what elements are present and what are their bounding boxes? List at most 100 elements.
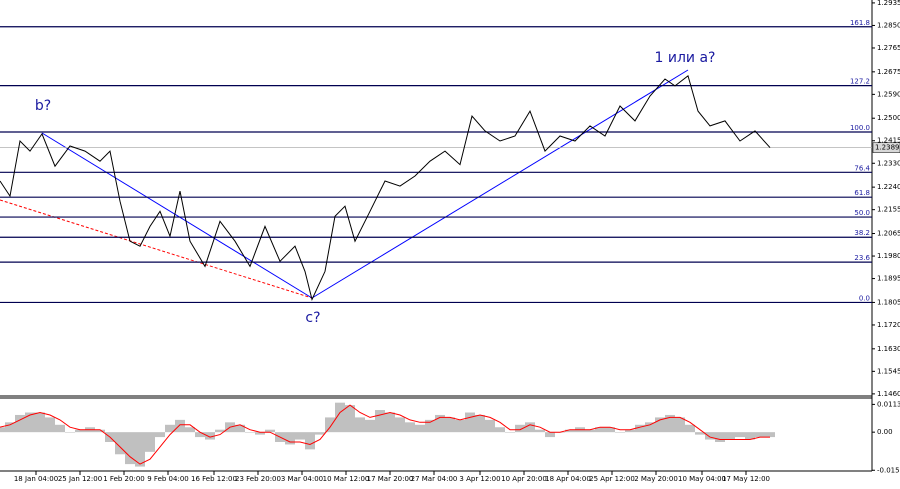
histogram-bar (655, 417, 665, 433)
histogram-bar (605, 427, 615, 433)
histogram-bar (765, 432, 775, 438)
histogram-bar (695, 432, 705, 435)
histogram-bar (755, 432, 765, 438)
histogram-bar (295, 432, 305, 440)
histogram-bar (135, 432, 145, 467)
histogram-bar (335, 402, 345, 433)
histogram-bar (205, 432, 215, 440)
y-tick-label: 1.2590 (877, 90, 900, 98)
y-tick-label: 1.2935 (877, 0, 900, 7)
y-tick-label: 1.2850 (877, 21, 900, 29)
x-tick-label: 10 Mar 12:00 (323, 475, 370, 483)
wave-annotation: 1 или a? (655, 50, 716, 66)
y-tick-label: 1.1720 (877, 321, 900, 329)
wave-line (311, 69, 689, 299)
histogram-bar (355, 417, 365, 433)
histogram-bar (725, 432, 735, 440)
histogram-bar (0, 427, 5, 433)
y-tick-label: 1.2240 (877, 183, 900, 191)
wave-annotation: c? (305, 310, 320, 326)
histogram-bar (155, 432, 165, 438)
histogram-bar (185, 427, 195, 433)
histogram-bar (645, 422, 655, 433)
x-tick-label: 10 May 04:00 (678, 475, 726, 483)
histogram-bar (55, 424, 65, 433)
fib-label: 76.4 (854, 164, 870, 172)
histogram-bar (455, 419, 465, 433)
y-tick-label: 0.0113 (877, 400, 900, 408)
histogram-bar (615, 432, 625, 433)
fib-label: 127.2 (850, 78, 870, 86)
fib-label: 161.8 (850, 19, 870, 27)
histogram-bar (305, 432, 315, 450)
histogram-bar (165, 424, 175, 433)
x-tick-label: 16 Feb 12:00 (191, 475, 237, 483)
histogram-bar (15, 414, 25, 433)
histogram-bar (245, 432, 255, 433)
fib-label: 23.6 (854, 254, 870, 262)
histogram-bar (445, 417, 455, 433)
histogram-bar (255, 432, 265, 435)
y-tick-label: 1.2155 (877, 206, 900, 214)
histogram-bar (315, 432, 325, 435)
y-tick-label: 1.1980 (877, 252, 900, 260)
y-tick-label: 1.1630 (877, 345, 900, 353)
histogram-bar (75, 429, 85, 433)
x-tick-label: 18 Jan 04:00 (14, 475, 58, 483)
fib-label: 0.0 (859, 294, 870, 302)
histogram-bar (65, 432, 75, 433)
y-tick-label: 1.2500 (877, 114, 900, 122)
histogram-bar (495, 427, 505, 433)
histogram-bar (485, 419, 495, 433)
x-tick-label: 2 May 20:00 (634, 475, 678, 483)
histogram-bar (465, 412, 475, 433)
histogram-bar (735, 432, 745, 438)
histogram-bar (675, 417, 685, 433)
x-tick-label: 1 Feb 20:00 (103, 475, 144, 483)
histogram-bar (505, 432, 515, 433)
histogram-bar (595, 427, 605, 433)
y-tick-label: 1.2415 (877, 137, 900, 145)
histogram-bar (435, 414, 445, 433)
fib-label: 50.0 (854, 209, 870, 217)
wave-line (41, 132, 313, 299)
histogram-bar (145, 432, 155, 452)
last-price-label: 1.2389 (875, 144, 900, 152)
x-tick-label: 25 Apr 12:00 (589, 475, 635, 483)
fib-label: 38.2 (854, 229, 870, 237)
histogram-bar (285, 432, 295, 445)
x-tick-label: 23 Feb 20:00 (235, 475, 281, 483)
histogram-bar (515, 424, 525, 433)
histogram-bar (45, 417, 55, 433)
price-line (0, 74, 771, 301)
histogram-bar (385, 412, 395, 433)
histogram-bar (345, 405, 355, 433)
wave-annotation: b? (35, 98, 51, 114)
fib-label: 61.8 (854, 189, 870, 197)
y-tick-label: 1.1545 (877, 367, 900, 375)
histogram-bar (625, 429, 635, 433)
histogram-bar (175, 419, 185, 433)
histogram-bar (265, 429, 275, 433)
histogram-bar (95, 429, 105, 433)
y-tick-label: -0.0155 (877, 466, 900, 474)
y-tick-label: 1.1805 (877, 298, 900, 306)
histogram-bar (715, 432, 725, 442)
histogram-bar (545, 432, 555, 438)
signal-line (0, 404, 770, 465)
x-tick-label: 10 Apr 20:00 (501, 475, 547, 483)
y-tick-label: 0.00 (877, 428, 893, 436)
histogram-bar (195, 432, 205, 438)
wave-line (0, 199, 313, 299)
histogram-bar (745, 432, 755, 440)
histogram-bar (405, 422, 415, 433)
histogram-bar (115, 432, 125, 455)
x-tick-label: 3 Mar 04:00 (281, 475, 323, 483)
x-tick-label: 3 Apr 12:00 (459, 475, 500, 483)
histogram-bar (705, 432, 715, 440)
histogram-bar (365, 419, 375, 433)
histogram-bar (325, 417, 335, 433)
histogram-bar (395, 417, 405, 433)
